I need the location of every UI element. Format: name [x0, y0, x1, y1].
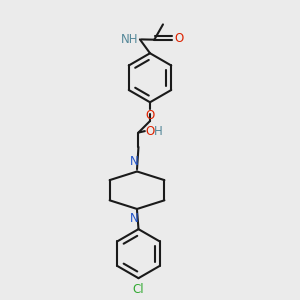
Text: N: N [130, 155, 139, 168]
Text: O: O [146, 110, 154, 122]
Text: O: O [175, 32, 184, 45]
Text: H: H [154, 124, 163, 138]
Text: O: O [146, 124, 155, 138]
Text: Cl: Cl [133, 283, 144, 296]
Text: NH: NH [121, 33, 139, 46]
Text: N: N [130, 212, 139, 225]
